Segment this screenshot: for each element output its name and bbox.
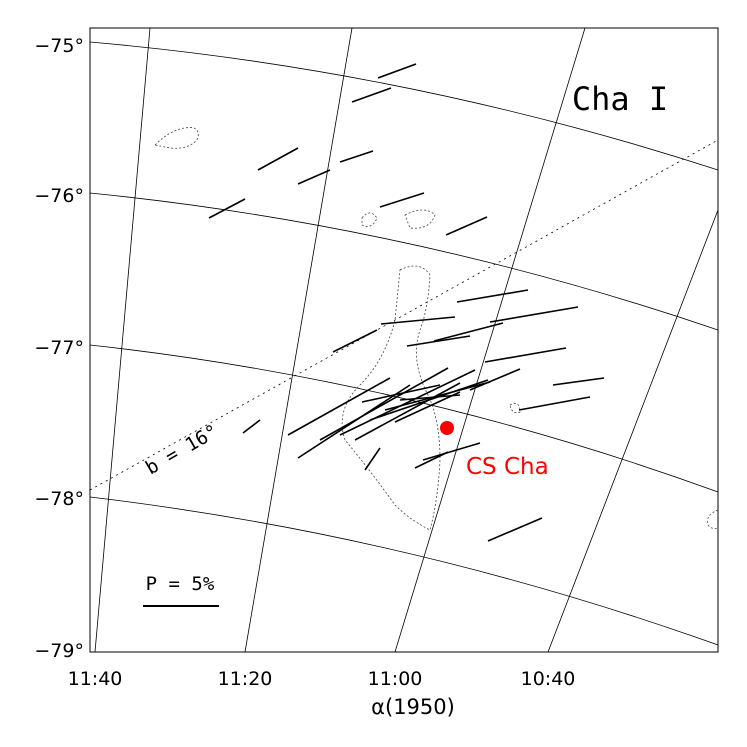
x-label: 11:40 (68, 668, 123, 690)
vector (332, 329, 378, 353)
vector (242, 419, 261, 434)
star-marker (440, 421, 454, 435)
dec-line (89, 41, 719, 171)
vector (319, 367, 449, 441)
ra-line (547, 209, 719, 653)
vector (351, 87, 392, 103)
x-axis-label: α(1950) (371, 695, 455, 719)
vector (384, 381, 491, 411)
vector (394, 391, 461, 423)
vector (361, 384, 441, 403)
x-label: 10:40 (521, 668, 576, 690)
y-label: −78° (34, 488, 84, 510)
x-label: 11:20 (218, 668, 273, 690)
vector (297, 169, 331, 185)
vector (518, 396, 591, 411)
dec-line (89, 496, 719, 646)
x-labels: 11:40 11:20 11:00 10:40 (68, 668, 576, 690)
vector (422, 442, 481, 461)
y-label: −77° (34, 337, 84, 359)
vector (364, 447, 381, 471)
contour (509, 403, 521, 414)
scale-label: P = 5% (146, 573, 215, 595)
vector (456, 289, 529, 303)
vector (339, 369, 476, 436)
ra-line (394, 27, 586, 653)
frame (89, 27, 719, 653)
dec-line (89, 192, 719, 331)
ra-line (94, 27, 151, 653)
contour (707, 509, 719, 529)
vector (208, 198, 246, 219)
vector (287, 377, 391, 436)
cloud-contours (154, 127, 719, 531)
vector (489, 306, 579, 323)
star-label: CS Cha (466, 454, 549, 480)
contour (341, 265, 441, 531)
title: Cha I (572, 80, 668, 118)
y-label: −75° (34, 35, 84, 57)
vector (379, 192, 425, 208)
vector (369, 379, 489, 421)
vector (257, 147, 299, 171)
y-label: −76° (34, 185, 84, 207)
vector (484, 347, 567, 363)
y-labels: −75° −76° −77° −78° −79° (34, 35, 84, 662)
ra-line (244, 27, 353, 653)
vector (433, 322, 504, 342)
y-label: −79° (34, 640, 84, 662)
vector (487, 517, 543, 542)
vector (354, 382, 461, 441)
contour (154, 127, 199, 149)
x-label: 11:00 (368, 668, 423, 690)
vector (339, 150, 374, 163)
vector (406, 335, 471, 347)
vector (414, 451, 449, 469)
vector (377, 63, 417, 79)
vector (469, 368, 521, 391)
vector (399, 394, 461, 401)
contour (404, 209, 436, 229)
vector (380, 316, 456, 325)
vector (445, 216, 488, 236)
polarization-vectors (208, 63, 605, 542)
vector (552, 377, 605, 386)
